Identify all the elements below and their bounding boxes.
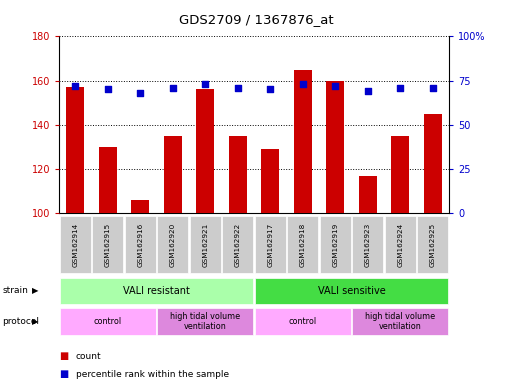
Point xyxy=(201,81,209,87)
Bar xyxy=(60,278,253,304)
Text: GSM162914: GSM162914 xyxy=(72,223,78,267)
Point xyxy=(331,83,339,89)
Point xyxy=(71,83,80,89)
Bar xyxy=(196,89,214,213)
Bar xyxy=(190,216,221,273)
Text: GSM162921: GSM162921 xyxy=(202,223,208,267)
Bar xyxy=(294,70,311,213)
Bar xyxy=(164,136,182,213)
Bar xyxy=(385,216,416,273)
Point xyxy=(104,86,112,93)
Text: ■: ■ xyxy=(59,351,68,361)
Point xyxy=(364,88,372,94)
Text: ■: ■ xyxy=(59,369,68,379)
Bar xyxy=(99,147,116,213)
Point xyxy=(233,84,242,91)
Bar xyxy=(157,308,253,335)
Bar xyxy=(287,216,318,273)
Bar xyxy=(352,216,383,273)
Text: GSM162925: GSM162925 xyxy=(429,223,436,267)
Text: GSM162917: GSM162917 xyxy=(267,223,273,267)
Bar xyxy=(60,216,91,273)
Text: control: control xyxy=(94,317,122,326)
Bar xyxy=(326,81,344,213)
Bar xyxy=(131,200,149,213)
Bar xyxy=(254,216,286,273)
Text: VALI sensitive: VALI sensitive xyxy=(318,286,385,296)
Point xyxy=(266,86,274,93)
Bar xyxy=(261,149,279,213)
Text: ▶: ▶ xyxy=(32,317,39,326)
Point xyxy=(169,84,177,91)
Bar xyxy=(424,114,442,213)
Bar xyxy=(222,216,253,273)
Bar xyxy=(66,87,84,213)
Text: ▶: ▶ xyxy=(32,286,39,295)
Text: GSM162923: GSM162923 xyxy=(365,223,371,267)
Text: control: control xyxy=(289,317,317,326)
Text: GSM162920: GSM162920 xyxy=(170,223,176,267)
Text: GSM162916: GSM162916 xyxy=(137,223,143,267)
Text: strain: strain xyxy=(3,286,28,295)
Point xyxy=(428,84,437,91)
Text: GSM162918: GSM162918 xyxy=(300,223,306,267)
Bar xyxy=(391,136,409,213)
Text: percentile rank within the sample: percentile rank within the sample xyxy=(76,370,229,379)
Point xyxy=(396,84,404,91)
Text: high tidal volume
ventilation: high tidal volume ventilation xyxy=(365,312,435,331)
Bar xyxy=(359,175,377,213)
Bar xyxy=(60,308,156,335)
Bar xyxy=(320,216,351,273)
Text: GSM162915: GSM162915 xyxy=(105,223,111,267)
Bar xyxy=(229,136,247,213)
Text: protocol: protocol xyxy=(3,317,40,326)
Text: count: count xyxy=(76,352,102,361)
Text: GSM162922: GSM162922 xyxy=(234,223,241,267)
Bar xyxy=(352,308,448,335)
Bar xyxy=(254,308,351,335)
Text: GSM162924: GSM162924 xyxy=(397,223,403,267)
Text: GDS2709 / 1367876_at: GDS2709 / 1367876_at xyxy=(179,13,334,26)
Bar xyxy=(125,216,156,273)
Bar xyxy=(417,216,448,273)
Bar xyxy=(157,216,188,273)
Bar xyxy=(254,278,448,304)
Point xyxy=(136,90,144,96)
Text: GSM162919: GSM162919 xyxy=(332,223,338,267)
Text: VALI resistant: VALI resistant xyxy=(123,286,190,296)
Text: high tidal volume
ventilation: high tidal volume ventilation xyxy=(170,312,240,331)
Bar xyxy=(92,216,123,273)
Point xyxy=(299,81,307,87)
